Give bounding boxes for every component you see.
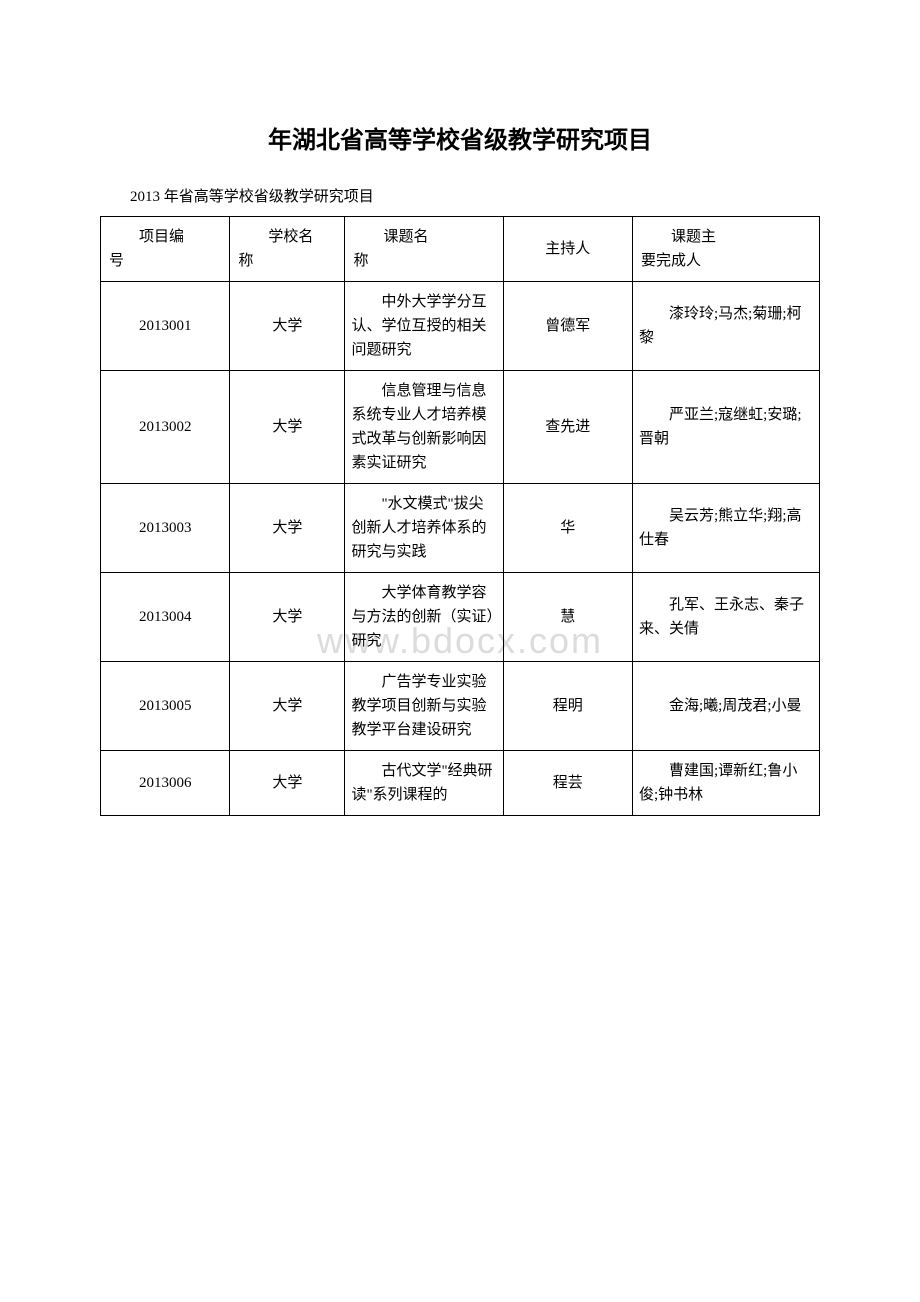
cell-id: 2013001 (101, 282, 230, 371)
cell-school: 大学 (230, 371, 345, 484)
cell-host: 查先进 (503, 371, 632, 484)
cell-members: 金海;曦;周茂君;小曼 (633, 662, 820, 751)
cell-school: 大学 (230, 751, 345, 816)
document-content: 年湖北省高等学校省级教学研究项目 2013 年省高等学校省级教学研究项目 项目编… (100, 120, 820, 816)
header-id: 项目编 号 (101, 217, 230, 282)
cell-id: 2013002 (101, 371, 230, 484)
cell-id: 2013004 (101, 573, 230, 662)
header-school: 学校名 称 (230, 217, 345, 282)
cell-school: 大学 (230, 484, 345, 573)
cell-members: 严亚兰;寇继虹;安璐;晋朝 (633, 371, 820, 484)
header-school-line1: 学校名 (268, 229, 313, 245)
header-school-line2: 称 (238, 253, 253, 269)
cell-school: 大学 (230, 662, 345, 751)
table-row: 2013006 大学 古代文学"经典研读"系列课程的 程芸 曹建国;谭新红;鲁小… (101, 751, 820, 816)
cell-host: 曾德军 (503, 282, 632, 371)
header-topic-line2: 称 (353, 253, 368, 269)
cell-id: 2013003 (101, 484, 230, 573)
header-members: 课题主 要完成人 (633, 217, 820, 282)
table-row: 2013005 大学 广告学专业实验教学项目创新与实验教学平台建设研究 程明 金… (101, 662, 820, 751)
table-row: 2013002 大学 信息管理与信息系统专业人才培养模式改革与创新影响因素实证研… (101, 371, 820, 484)
table-row: 2013004 大学 大学体育教学容与方法的创新（实证）研究 慧 孔军、王永志、… (101, 573, 820, 662)
cell-school: 大学 (230, 573, 345, 662)
header-topic: 课题名 称 (345, 217, 503, 282)
header-id-line1: 项目编 (139, 229, 184, 245)
cell-id: 2013006 (101, 751, 230, 816)
header-topic-line1: 课题名 (383, 229, 428, 245)
table-row: 2013001 大学 中外大学学分互认、学位互授的相关问题研究 曾德军 漆玲玲;… (101, 282, 820, 371)
header-id-line2: 号 (109, 253, 124, 269)
cell-host: 程芸 (503, 751, 632, 816)
header-members-line2: 要完成人 (641, 253, 701, 269)
cell-members: 吴云芳;熊立华;翔;高仕春 (633, 484, 820, 573)
cell-topic: 信息管理与信息系统专业人才培养模式改革与创新影响因素实证研究 (345, 371, 503, 484)
cell-topic: 广告学专业实验教学项目创新与实验教学平台建设研究 (345, 662, 503, 751)
cell-id: 2013005 (101, 662, 230, 751)
table-header-row: 项目编 号 学校名 称 课题名 称 主持人 课题主 要完成人 (101, 217, 820, 282)
header-host: 主持人 (503, 217, 632, 282)
table-row: 2013003 大学 "水文模式"拔尖创新人才培养体系的研究与实践 华 吴云芳;… (101, 484, 820, 573)
cell-members: 孔军、王永志、秦子来、关倩 (633, 573, 820, 662)
header-host-text: 主持人 (545, 241, 590, 257)
cell-members: 曹建国;谭新红;鲁小俊;钟书林 (633, 751, 820, 816)
header-members-line1: 课题主 (671, 229, 716, 245)
cell-members: 漆玲玲;马杰;菊珊;柯黎 (633, 282, 820, 371)
cell-host: 慧 (503, 573, 632, 662)
page-subtitle: 2013 年省高等学校省级教学研究项目 (100, 185, 820, 206)
cell-topic: "水文模式"拔尖创新人才培养体系的研究与实践 (345, 484, 503, 573)
cell-topic: 中外大学学分互认、学位互授的相关问题研究 (345, 282, 503, 371)
cell-topic: 古代文学"经典研读"系列课程的 (345, 751, 503, 816)
cell-host: 程明 (503, 662, 632, 751)
table-body: 2013001 大学 中外大学学分互认、学位互授的相关问题研究 曾德军 漆玲玲;… (101, 282, 820, 816)
cell-host: 华 (503, 484, 632, 573)
cell-school: 大学 (230, 282, 345, 371)
projects-table: 项目编 号 学校名 称 课题名 称 主持人 课题主 要完成人 (100, 216, 820, 816)
cell-topic: 大学体育教学容与方法的创新（实证）研究 (345, 573, 503, 662)
page-title: 年湖北省高等学校省级教学研究项目 (100, 120, 820, 155)
